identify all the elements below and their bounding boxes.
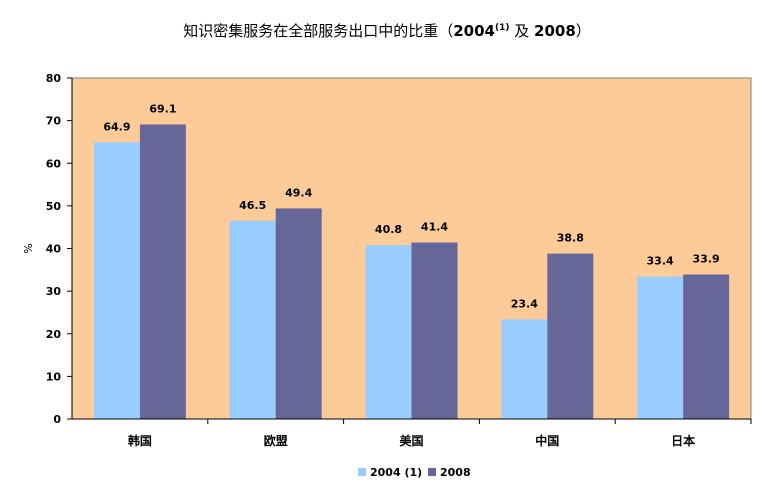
bar-2004	[501, 319, 548, 419]
data-label-2008: 33.9	[693, 253, 720, 266]
bar-2004	[93, 142, 140, 419]
x-tick-label: 美国	[399, 433, 423, 448]
title-year-2008: 2008	[534, 22, 576, 40]
bar-2004	[365, 245, 412, 419]
chart-title: 知识密集服务在全部服务出口中的比重（2004(1) 及 2008）	[0, 20, 774, 41]
y-tick-label: 80	[46, 72, 62, 85]
x-tick-label: 日本	[671, 433, 695, 448]
x-tick-label: 中国	[535, 433, 559, 448]
bar-2004	[229, 220, 276, 419]
data-label-2008: 38.8	[557, 232, 584, 245]
data-label-2004: 64.9	[103, 120, 130, 133]
title-year-2004: 2004	[453, 22, 495, 40]
y-tick-label: 50	[46, 200, 62, 213]
data-label-2008: 49.4	[285, 186, 312, 199]
data-label-2008: 69.1	[149, 102, 176, 115]
y-tick-label: 0	[53, 413, 61, 426]
x-tick-label: 欧盟	[264, 433, 288, 448]
y-tick-label: 40	[46, 243, 62, 256]
y-tick-label: 10	[46, 370, 62, 383]
legend-swatch-2004	[358, 468, 366, 476]
y-tick-label: 70	[46, 115, 62, 128]
title-prefix: 知识密集服务在全部服务出口中的比重（	[183, 22, 454, 40]
title-suffix: ）	[575, 22, 591, 40]
data-label-2008: 41.4	[421, 221, 448, 234]
data-label-2004: 40.8	[375, 223, 402, 236]
data-label-2004: 23.4	[511, 297, 538, 310]
title-middle: 及	[509, 22, 535, 40]
bar-2008	[139, 124, 186, 420]
legend-label-2004: 2004 (1)	[370, 466, 422, 479]
y-axis-label: %	[22, 243, 35, 253]
bar-2008	[275, 208, 322, 419]
y-tick-label: 20	[46, 328, 62, 341]
legend-label-2008: 2008	[440, 466, 471, 479]
x-tick-label: 韩国	[128, 433, 152, 448]
y-tick-label: 60	[46, 157, 62, 170]
y-tick-label: 30	[46, 285, 62, 298]
title-footnote-marker: (1)	[494, 23, 510, 33]
data-label-2004: 46.5	[239, 199, 266, 212]
bar-2008	[411, 242, 458, 419]
bar-2008	[547, 253, 594, 419]
legend-swatch-2008	[428, 468, 436, 476]
data-label-2004: 33.4	[647, 255, 674, 268]
bar-2004	[637, 276, 684, 419]
bar-2008	[683, 274, 730, 419]
